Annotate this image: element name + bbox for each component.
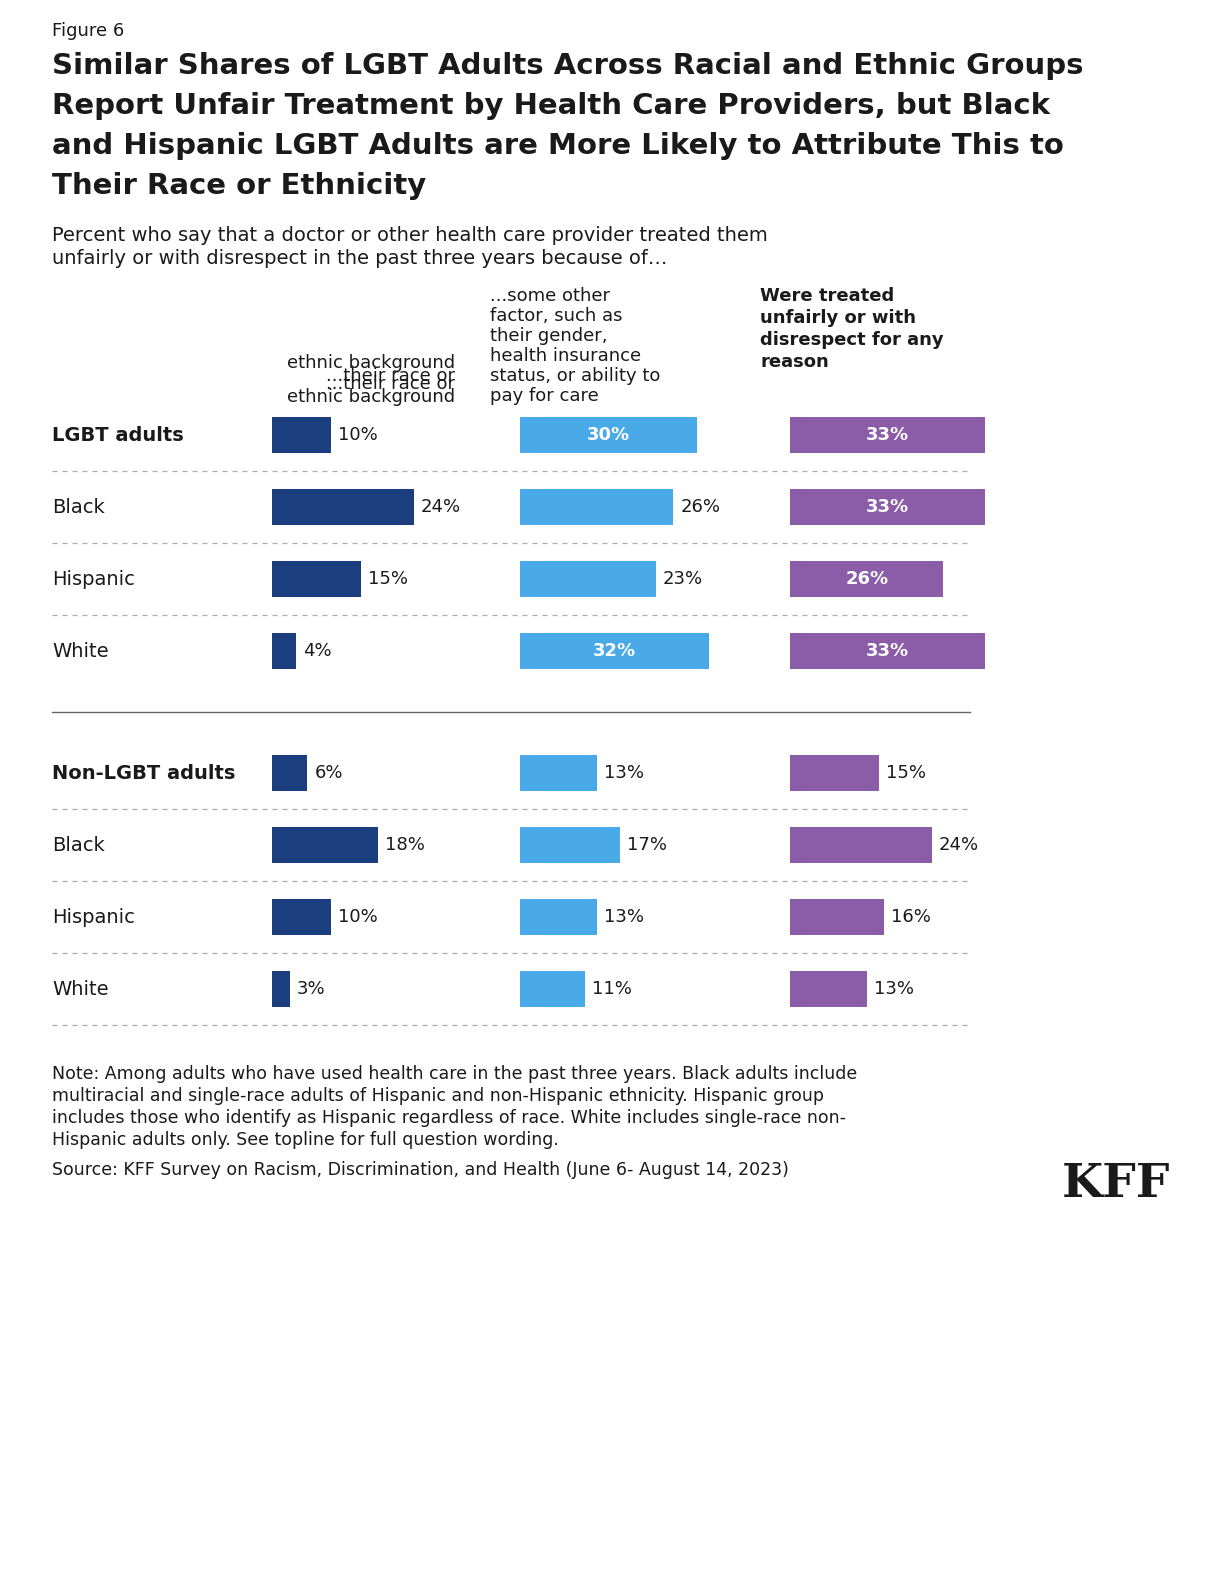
Text: Percent who say that a doctor or other health care provider treated them: Percent who say that a doctor or other h…	[52, 226, 767, 245]
Text: White: White	[52, 641, 109, 660]
Text: Non-LGBT adults: Non-LGBT adults	[52, 764, 235, 783]
Text: 13%: 13%	[604, 909, 644, 926]
Bar	[520, 489, 673, 524]
Text: 18%: 18%	[386, 835, 425, 854]
Bar	[520, 756, 597, 791]
Text: ethnic background: ethnic background	[287, 387, 455, 406]
Bar	[272, 971, 289, 1007]
Bar	[791, 561, 943, 598]
Text: ...their race or: ...their race or	[326, 367, 455, 386]
Text: Source: KFF Survey on Racism, Discrimination, and Health (June 6- August 14, 202: Source: KFF Survey on Racism, Discrimina…	[52, 1160, 789, 1180]
Bar	[520, 633, 709, 669]
Text: disrespect for any: disrespect for any	[760, 332, 943, 349]
Bar	[272, 756, 307, 791]
Text: 4%: 4%	[303, 642, 331, 660]
Text: Black: Black	[52, 835, 105, 854]
Text: Hispanic adults only. See topline for full question wording.: Hispanic adults only. See topline for fu…	[52, 1132, 559, 1149]
Text: 15%: 15%	[886, 764, 926, 783]
Text: 10%: 10%	[338, 426, 378, 445]
Text: includes those who identify as Hispanic regardless of race. White includes singl: includes those who identify as Hispanic …	[52, 1109, 845, 1127]
Bar	[791, 489, 985, 524]
Text: KFF: KFF	[1061, 1160, 1170, 1207]
Text: White: White	[52, 979, 109, 998]
Bar	[791, 827, 932, 862]
Text: 33%: 33%	[866, 497, 909, 516]
Text: Were treated: Were treated	[760, 287, 894, 304]
Text: 17%: 17%	[627, 835, 667, 854]
Bar	[791, 633, 985, 669]
Bar	[520, 899, 597, 936]
Bar	[791, 756, 878, 791]
Text: multiracial and single-race adults of Hispanic and non-Hispanic ethnicity. Hispa: multiracial and single-race adults of Hi…	[52, 1087, 824, 1105]
Text: 10%: 10%	[338, 909, 378, 926]
Text: 6%: 6%	[315, 764, 343, 783]
Text: and Hispanic LGBT Adults are More Likely to Attribute This to: and Hispanic LGBT Adults are More Likely…	[52, 132, 1064, 159]
Bar	[272, 418, 331, 453]
Text: Hispanic: Hispanic	[52, 569, 135, 588]
Bar	[272, 489, 414, 524]
Bar	[272, 899, 331, 936]
Text: Hispanic: Hispanic	[52, 907, 135, 926]
Text: Report Unfair Treatment by Health Care Providers, but Black: Report Unfair Treatment by Health Care P…	[52, 92, 1050, 120]
Bar	[520, 971, 584, 1007]
Text: 11%: 11%	[592, 980, 632, 998]
Text: 24%: 24%	[421, 497, 461, 516]
Text: their gender,: their gender,	[490, 327, 608, 344]
Text: factor, such as: factor, such as	[490, 308, 622, 325]
Text: ethnic background: ethnic background	[287, 354, 455, 371]
Text: pay for care: pay for care	[490, 387, 599, 405]
Text: LGBT adults: LGBT adults	[52, 426, 184, 445]
Bar	[791, 899, 884, 936]
Text: 26%: 26%	[681, 497, 720, 516]
Text: 33%: 33%	[866, 426, 909, 445]
Text: Black: Black	[52, 497, 105, 516]
Text: 33%: 33%	[866, 642, 909, 660]
Text: 13%: 13%	[604, 764, 644, 783]
Bar	[272, 827, 378, 862]
Text: status, or ability to: status, or ability to	[490, 367, 660, 386]
Text: Figure 6: Figure 6	[52, 22, 124, 40]
Text: 13%: 13%	[874, 980, 914, 998]
Text: 32%: 32%	[593, 642, 636, 660]
Text: 15%: 15%	[367, 571, 407, 588]
Bar	[520, 561, 655, 598]
Text: 23%: 23%	[662, 571, 703, 588]
Text: 30%: 30%	[587, 426, 630, 445]
Text: Similar Shares of LGBT Adults Across Racial and Ethnic Groups: Similar Shares of LGBT Adults Across Rac…	[52, 53, 1083, 80]
Text: health insurance: health insurance	[490, 347, 642, 365]
Text: Note: Among adults who have used health care in the past three years. Black adul: Note: Among adults who have used health …	[52, 1065, 858, 1082]
Text: 26%: 26%	[845, 571, 888, 588]
Text: ...their race or: ...their race or	[326, 375, 455, 394]
Text: 24%: 24%	[938, 835, 978, 854]
Text: unfairly or with: unfairly or with	[760, 309, 916, 327]
Bar	[791, 418, 985, 453]
Text: 16%: 16%	[892, 909, 931, 926]
Text: ...some other: ...some other	[490, 287, 610, 304]
Bar	[520, 418, 697, 453]
Text: Their Race or Ethnicity: Their Race or Ethnicity	[52, 172, 426, 199]
Bar	[520, 827, 620, 862]
Bar	[272, 633, 295, 669]
Text: 3%: 3%	[296, 980, 326, 998]
Bar	[791, 971, 866, 1007]
Text: unfairly or with disrespect in the past three years because of…: unfairly or with disrespect in the past …	[52, 249, 667, 268]
Bar	[272, 561, 360, 598]
Text: reason: reason	[760, 352, 828, 371]
